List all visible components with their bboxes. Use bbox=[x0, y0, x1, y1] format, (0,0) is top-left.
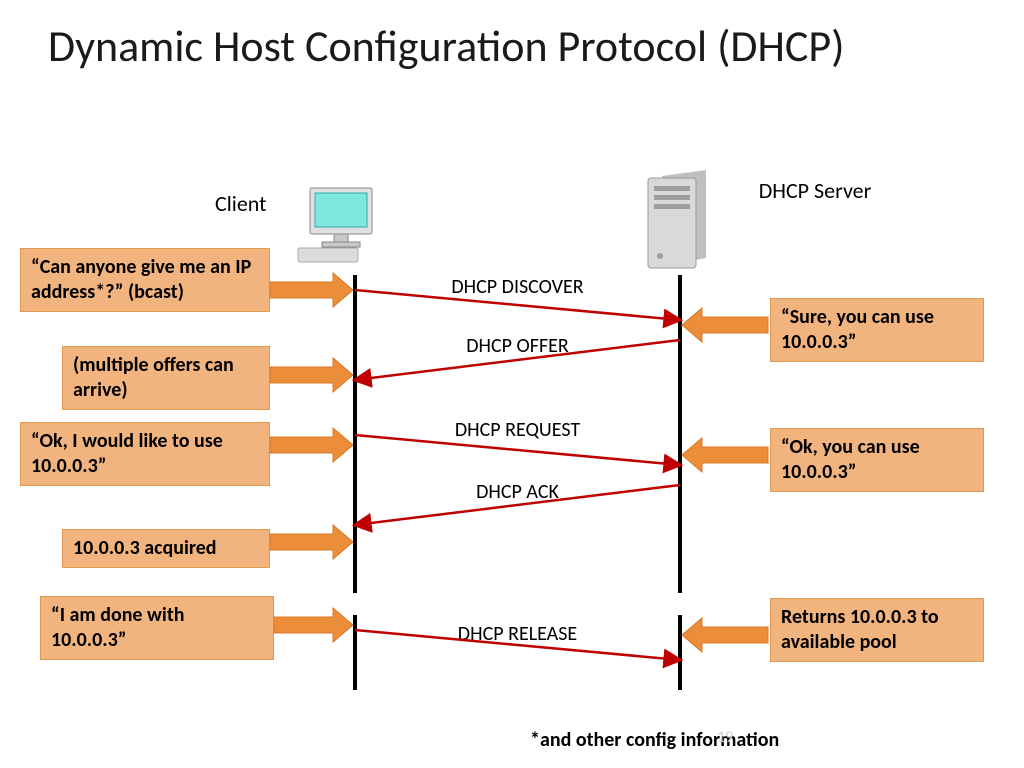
callout-discover: “Can anyone give me an IP address*?” (bc… bbox=[20, 248, 270, 312]
server-label: DHCP Server bbox=[755, 178, 875, 203]
server-tower-icon bbox=[648, 170, 706, 268]
msg-label-request: DHCP REQUEST bbox=[400, 418, 635, 442]
callout-offer: “Sure, you can use 10.0.0.3” bbox=[770, 298, 984, 362]
callout-ack: “Ok, you can use 10.0.0.3” bbox=[770, 428, 984, 492]
msg-label-offer: DHCP OFFER bbox=[400, 334, 635, 358]
client-label: Client bbox=[215, 190, 267, 217]
callout-request: “Ok, I would like to use 10.0.0.3” bbox=[20, 422, 270, 486]
slide-title: Dynamic Host Configuration Protocol (DHC… bbox=[48, 20, 948, 73]
page-number: 19 bbox=[717, 728, 733, 747]
msg-label-ack: DHCP ACK bbox=[400, 480, 635, 504]
callout-acquired: 10.0.0.3 acquired bbox=[62, 529, 270, 568]
footer-note: *and other config information bbox=[530, 728, 779, 752]
callout-return: Returns 10.0.0.3 to available pool bbox=[770, 598, 984, 662]
callout-arrows-right bbox=[682, 308, 768, 652]
callout-release: “I am done with 10.0.0.3” bbox=[40, 596, 274, 660]
msg-label-release: DHCP RELEASE bbox=[400, 622, 635, 646]
msg-label-discover: DHCP DISCOVER bbox=[400, 275, 635, 299]
callout-multioffers: (multiple offers can arrive) bbox=[62, 346, 270, 410]
client-monitor-icon bbox=[298, 188, 372, 262]
callout-arrows-left bbox=[270, 273, 353, 642]
slide-stage: Dynamic Host Configuration Protocol (DHC… bbox=[0, 0, 1024, 768]
